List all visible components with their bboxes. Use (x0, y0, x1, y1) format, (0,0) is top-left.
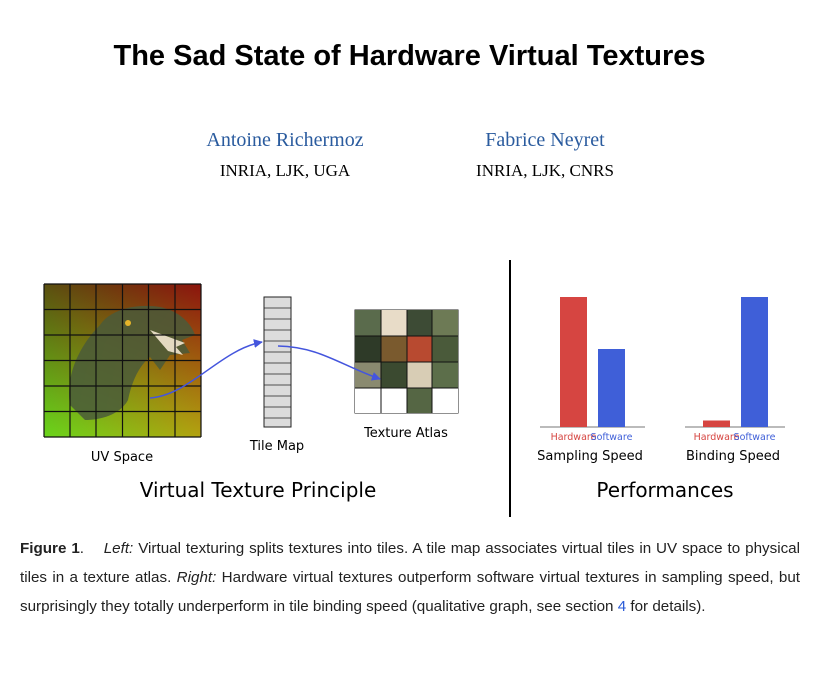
author-affiliation: INRIA, LJK, UGA (219, 161, 351, 180)
legend-software-label: Software (734, 432, 776, 443)
uv-space-label: UV Space (91, 450, 153, 465)
uv-space-grid (43, 283, 202, 438)
author-1: Antoine Richermoz INRIA, LJK, UGA (170, 128, 400, 184)
legend-software-label: Software (591, 432, 633, 443)
caption-left-text: Virtual texturing splits textures into t… (20, 540, 800, 586)
author-2: Fabrice Neyret INRIA, LJK, CNRS (445, 128, 645, 184)
arrow-tilemap-to-atlas (277, 345, 381, 381)
figure-1: UV Space Tile Map (0, 255, 819, 525)
caption-right-text: Hardware virtual textures outperform sof… (20, 569, 800, 615)
texture-atlas-label: Texture Atlas (363, 426, 448, 441)
caption-section-link[interactable]: 4 (617, 598, 627, 615)
figure-svg: UV Space Tile Map (43, 260, 785, 517)
tile-map-label: Tile Map (249, 439, 304, 454)
author-affiliation: INRIA, LJK, CNRS (476, 161, 614, 180)
right-subtitle: Performances (596, 478, 733, 502)
tile-map (263, 296, 292, 428)
author-name[interactable]: Antoine Richermoz (206, 129, 364, 151)
author-name[interactable]: Fabrice Neyret (485, 129, 605, 151)
caption-sep: . (79, 540, 85, 557)
bar-software (741, 297, 768, 427)
left-subtitle: Virtual Texture Principle (140, 478, 377, 502)
group-label: Sampling Speed (537, 449, 643, 464)
group-label: Binding Speed (686, 449, 780, 464)
caption-figure-label: Figure 1 (20, 540, 80, 557)
caption-end-text: for details). (626, 598, 706, 615)
bar-software (598, 349, 625, 427)
texture-atlas (354, 309, 459, 414)
figure-caption: Figure 1. Left: Virtual texturing splits… (20, 534, 800, 621)
legend-hardware-label: Hardware (694, 432, 740, 443)
bar-hardware (560, 297, 587, 427)
caption-right-label: Right: (176, 569, 217, 586)
arrow-uv-to-tilemap (149, 339, 263, 399)
bar-hardware (703, 420, 730, 427)
caption-left-label: Left: (103, 540, 134, 557)
paper-title: The Sad State of Hardware Virtual Textur… (113, 40, 706, 72)
legend-hardware-label: Hardware (551, 432, 597, 443)
